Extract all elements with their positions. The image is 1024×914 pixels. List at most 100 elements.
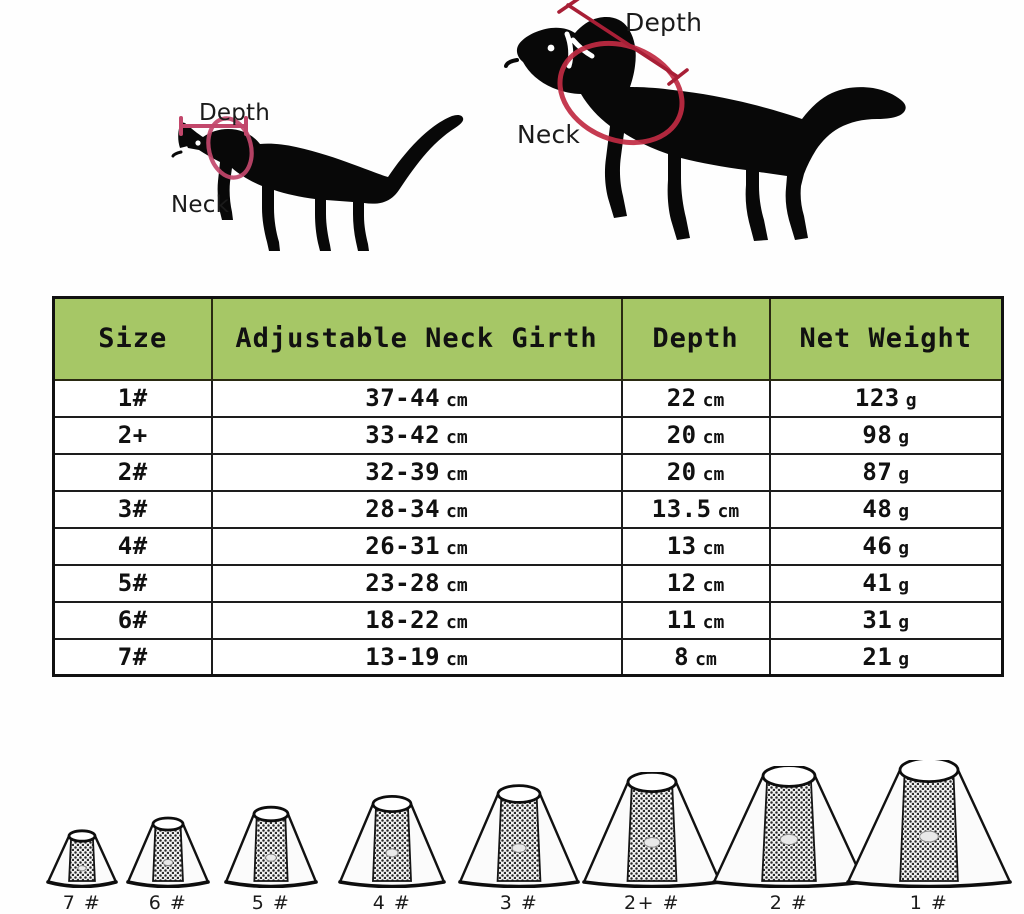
cell-size-value: 2+ [117,421,148,449]
cell-depth-unit: cm [702,575,725,596]
cone-item: 4 # [336,794,448,914]
cat-depth-label: Depth [199,100,271,126]
column-header-weight: Net Weight [768,296,1004,381]
cell-girth: 18-22 cm [210,600,623,640]
cone-item: 2+ # [580,772,724,914]
cone-illustration-icon [458,784,580,888]
cell-girth-unit: cm [446,648,468,670]
table-row: 6# 18-22 cm 11 cm 31 g [52,600,1004,640]
size-chart-table: Size Adjustable Neck Girth Depth Net Wei… [52,296,1004,677]
cell-weight: 98 g [768,415,1004,455]
cell-weight: 41 g [768,563,1004,603]
cell-girth: 26-31 cm [210,526,623,566]
cell-weight-unit: g [898,427,910,448]
cell-weight-value: 123 [854,384,900,412]
cell-size: 5# [52,563,213,603]
cat-depth-measure-icon [179,116,248,136]
dog-silhouette-icon [504,0,906,241]
cone-item: 1 # [844,760,1014,914]
cell-weight: 87 g [768,452,1004,492]
cell-weight-unit: g [898,575,910,596]
column-header-girth: Adjustable Neck Girth [210,296,623,381]
cell-size-value: 5# [117,569,148,597]
cell-weight: 48 g [768,489,1004,529]
cell-size: 4# [52,526,213,566]
cone-illustration-icon [582,772,722,888]
cell-weight-value: 41 [862,569,893,597]
cone-size-label: 1 # [909,892,949,914]
cell-size-value: 1# [117,384,148,412]
cell-depth-value: 11 [666,606,697,634]
cell-size: 3# [52,489,213,529]
cell-girth-unit: cm [446,612,468,633]
cone-size-label: 6 # [148,892,188,914]
cone-item: 2 # [710,766,868,914]
cell-girth: 32-39 cm [210,452,623,492]
dog-neck-label: Neck [517,120,581,149]
cell-girth-value: 23-28 [365,569,441,597]
cell-depth: 8 cm [620,637,771,677]
cell-size-value: 4# [117,532,148,560]
cell-weight-unit: g [898,464,910,485]
cell-depth: 20 cm [620,452,771,492]
cat-neck-label: Neck [171,192,230,218]
cell-girth-value: 37-44 [365,384,441,412]
cell-size-value: 6# [117,606,148,634]
cone-size-label: 4 # [372,892,412,914]
cell-girth-unit: cm [446,575,468,596]
dog-depth-label: Depth [625,8,703,37]
cell-weight-value: 87 [862,458,893,486]
cell-depth-value: 20 [666,458,697,486]
cell-depth-unit: cm [695,648,717,670]
cell-size: 2+ [52,415,213,455]
cone-size-label: 5 # [251,892,291,914]
table-row: 2# 32-39 cm 20 cm 87 g [52,452,1004,492]
cell-girth-unit: cm [446,427,468,448]
cell-size-value: 7# [117,642,148,671]
cell-size-value: 3# [117,495,148,523]
cell-weight: 46 g [768,526,1004,566]
table-row: 5# 23-28 cm 12 cm 41 g [52,563,1004,603]
cell-girth: 23-28 cm [210,563,623,603]
cone-item: 5 # [222,804,320,914]
table-row: 3# 28-34 cm 13.5 cm 48 g [52,489,1004,529]
cell-depth: 20 cm [620,415,771,455]
cone-size-label: 3 # [499,892,539,914]
cell-weight-unit: g [905,390,917,411]
cell-depth-value: 12 [666,569,697,597]
cell-weight-unit: g [898,538,910,559]
cell-girth-value: 26-31 [365,532,441,560]
cell-size-value: 2# [117,458,148,486]
cell-depth: 12 cm [620,563,771,603]
cell-weight-value: 98 [862,421,893,449]
cell-weight-value: 46 [862,532,893,560]
cell-girth-unit: cm [446,390,468,411]
cell-depth-unit: cm [702,427,725,448]
cell-girth-value: 33-42 [365,421,441,449]
cell-depth: 22 cm [620,378,771,418]
cell-weight: 21 g [768,637,1004,677]
cell-depth-value: 8 [674,642,690,671]
cell-depth-value: 13 [666,532,697,560]
cone-item: 7 # [44,826,120,914]
cell-weight-value: 48 [862,495,893,523]
cone-size-lineup: 7 # 6 # 5 # 4 # 3 # 2+ # 2 # 1 # [0,700,1024,914]
cone-item: 6 # [124,814,212,914]
cell-girth: 37-44 cm [210,378,623,418]
cell-girth: 13-19 cm [210,637,623,677]
cat-silhouette-icon [171,114,464,252]
cell-depth-unit: cm [702,390,725,411]
cell-girth-value: 13-19 [365,642,441,671]
cell-depth-value: 13.5 [651,495,712,523]
cat-neck-measure-icon [206,116,254,180]
cell-depth-value: 20 [666,421,697,449]
cell-weight: 31 g [768,600,1004,640]
cell-girth: 28-34 cm [210,489,623,529]
cell-weight-value: 31 [862,606,893,634]
cell-size: 7# [52,637,213,677]
cell-depth: 13 cm [620,526,771,566]
table-body: 1# 37-44 cm 22 cm 123 g 2+ 33-42 cm 20 cm 98 g 2# 32-39… [52,378,1004,677]
cone-size-label: 2 # [769,892,809,914]
cell-depth-unit: cm [717,501,740,522]
cell-weight-unit: g [898,648,910,670]
